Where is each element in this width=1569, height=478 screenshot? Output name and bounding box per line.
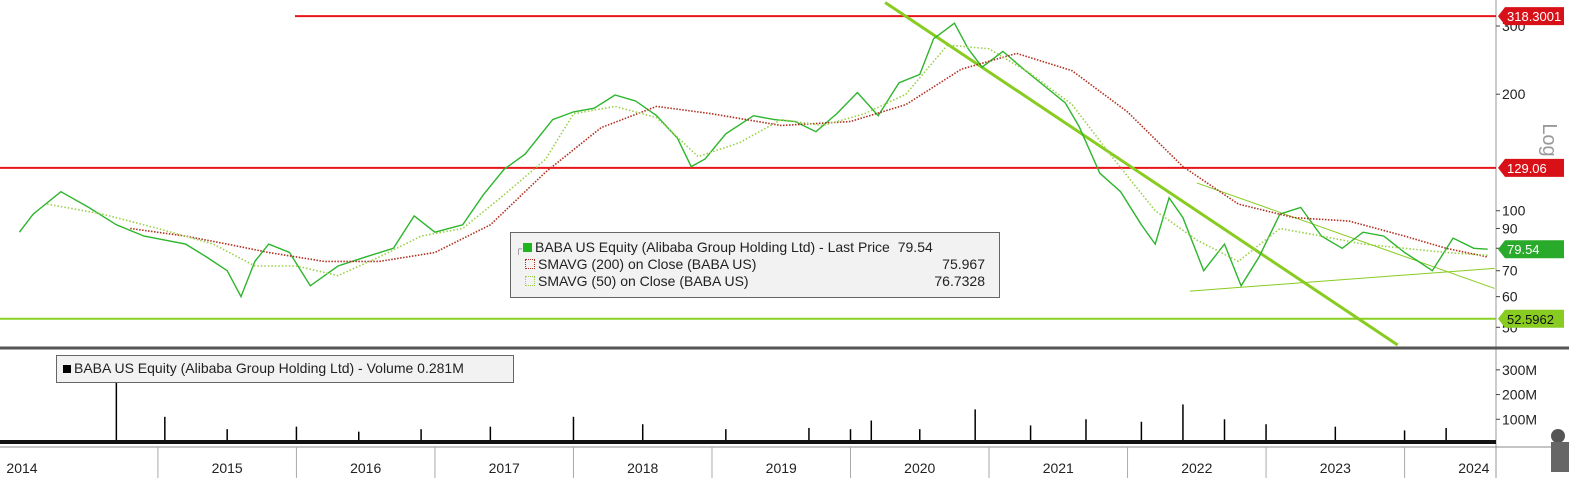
- legend-row-sma50: SMAVG (50) on Close (BABA US) 76.7328: [511, 273, 999, 290]
- legend-swatch-volume: [63, 365, 71, 373]
- value-tag-bg-0: [1498, 7, 1564, 26]
- volume-legend: BABA US Equity (Alibaba Group Holding Lt…: [56, 355, 514, 383]
- price-tick-label-3: 90: [1502, 220, 1518, 236]
- trendline-1: [1196, 182, 1495, 289]
- value-tag-bg-2: [1498, 240, 1564, 259]
- legend-bracket: ┌: [515, 244, 523, 255]
- legend-swatch-sma50: [525, 276, 535, 286]
- value-tag-label-3: 52.5962: [1507, 312, 1554, 327]
- legend-swatch-sma200: [525, 259, 535, 269]
- year-label-2020: 2020: [904, 460, 935, 476]
- year-label-2014: 2014: [6, 460, 37, 476]
- log-scale-label: Log: [1538, 123, 1560, 156]
- year-label-2021: 2021: [1043, 460, 1074, 476]
- scroll-control-handle: [1551, 442, 1569, 472]
- volume-baseline: [0, 440, 1496, 444]
- year-label-2019: 2019: [766, 460, 797, 476]
- trendline-0: [884, 1, 1399, 347]
- value-tag-bg-1: [1498, 158, 1564, 177]
- price-tick-label-2: 100: [1502, 203, 1526, 219]
- value-tag-label-0: 318.3001: [1507, 9, 1561, 24]
- series-line-0: [18, 22, 1488, 299]
- year-label-2022: 2022: [1181, 460, 1212, 476]
- volume-tick-label-1: 200M: [1502, 387, 1537, 403]
- legend-sma50-label: SMAVG (50) on Close (BABA US): [538, 273, 749, 289]
- year-label-2016: 2016: [350, 460, 381, 476]
- legend-row-volume: BABA US Equity (Alibaba Group Holding Lt…: [57, 360, 513, 377]
- price-tick-label-1: 200: [1502, 86, 1526, 102]
- price-tick-label-5: 70: [1502, 263, 1518, 279]
- legend-price-label: BABA US Equity (Alibaba Group Holding Lt…: [535, 239, 890, 255]
- series-line-1: [130, 52, 1488, 263]
- volume-tick-label-2: 100M: [1502, 411, 1537, 427]
- legend-sma50-value: 76.7328: [934, 273, 985, 289]
- legend-sma200-label: SMAVG (200) on Close (BABA US): [538, 256, 757, 272]
- price-legend: ┌ BABA US Equity (Alibaba Group Holding L…: [510, 232, 1000, 298]
- value-tag-label-2: 79.54: [1507, 242, 1540, 257]
- value-tag-bg-3: [1498, 309, 1564, 328]
- legend-price-value: 79.54: [897, 239, 933, 255]
- legend-row-last-price: ┌ BABA US Equity (Alibaba Group Holding L…: [511, 239, 999, 256]
- scroll-control-icon: [1551, 429, 1565, 443]
- legend-row-sma200: SMAVG (200) on Close (BABA US) 75.967: [511, 256, 999, 273]
- price-tick-label-6: 60: [1502, 289, 1518, 305]
- volume-tick-label-0: 300M: [1502, 362, 1537, 378]
- year-label-2024: 2024: [1458, 460, 1489, 476]
- year-label-2015: 2015: [212, 460, 243, 476]
- legend-swatch-price: [523, 243, 532, 252]
- value-tag-label-1: 129.06: [1507, 161, 1547, 176]
- year-label-2017: 2017: [489, 460, 520, 476]
- trendline-2: [1189, 267, 1495, 292]
- legend-volume-label: BABA US Equity (Alibaba Group Holding Lt…: [74, 360, 464, 376]
- legend-sma200-value: 75.967: [942, 256, 985, 272]
- series-line-2: [46, 44, 1488, 277]
- year-label-2018: 2018: [627, 460, 658, 476]
- year-label-2023: 2023: [1320, 460, 1351, 476]
